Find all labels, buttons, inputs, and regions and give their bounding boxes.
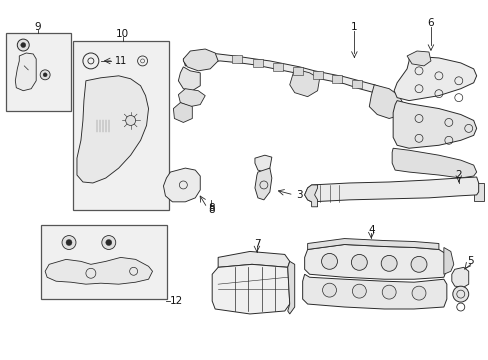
Polygon shape	[178, 67, 200, 91]
Polygon shape	[443, 247, 453, 274]
Polygon shape	[312, 71, 322, 79]
Polygon shape	[368, 85, 403, 118]
Text: 12: 12	[169, 296, 183, 306]
Bar	[73, 41, 169, 210]
Circle shape	[125, 116, 135, 125]
Polygon shape	[163, 168, 200, 202]
Polygon shape	[254, 168, 271, 200]
Text: 8: 8	[207, 203, 214, 213]
Text: 11: 11	[114, 56, 126, 66]
Polygon shape	[393, 56, 476, 100]
Circle shape	[105, 239, 112, 246]
Circle shape	[40, 70, 50, 80]
Text: 2: 2	[454, 170, 461, 180]
Text: 10: 10	[116, 29, 129, 39]
Polygon shape	[15, 53, 36, 91]
Text: 9: 9	[35, 22, 41, 32]
Polygon shape	[178, 89, 205, 107]
Text: 1: 1	[350, 22, 357, 32]
Circle shape	[322, 283, 336, 297]
Circle shape	[410, 256, 426, 272]
Bar	[96, 121, 112, 132]
Polygon shape	[183, 53, 388, 96]
Polygon shape	[254, 155, 271, 172]
Text: 4: 4	[367, 225, 374, 235]
Text: 6: 6	[427, 18, 433, 28]
Polygon shape	[352, 80, 362, 88]
Circle shape	[352, 284, 366, 298]
Bar	[41, 225, 167, 299]
Polygon shape	[45, 257, 152, 284]
Polygon shape	[392, 100, 476, 148]
Circle shape	[102, 235, 116, 249]
Polygon shape	[232, 55, 242, 63]
Polygon shape	[77, 76, 148, 183]
Polygon shape	[173, 103, 192, 122]
Circle shape	[382, 285, 395, 299]
Polygon shape	[292, 67, 302, 75]
Circle shape	[351, 255, 366, 270]
Circle shape	[66, 239, 72, 246]
Text: 3: 3	[296, 190, 303, 200]
Polygon shape	[307, 239, 438, 249]
Polygon shape	[183, 49, 218, 71]
Text: 5: 5	[467, 256, 473, 266]
Circle shape	[381, 255, 396, 271]
Polygon shape	[287, 261, 294, 314]
Bar	[473, 183, 483, 201]
Circle shape	[20, 42, 26, 48]
Polygon shape	[272, 63, 282, 71]
Polygon shape	[332, 75, 342, 83]
Polygon shape	[302, 274, 446, 309]
Polygon shape	[289, 69, 319, 96]
Circle shape	[452, 286, 468, 302]
Circle shape	[411, 286, 425, 300]
Text: 7: 7	[253, 239, 260, 249]
Polygon shape	[304, 244, 446, 279]
Polygon shape	[406, 51, 430, 66]
Polygon shape	[304, 177, 478, 202]
Circle shape	[62, 235, 76, 249]
Bar	[6, 33, 71, 111]
Polygon shape	[218, 251, 289, 267]
Polygon shape	[252, 59, 263, 67]
Polygon shape	[391, 148, 476, 178]
Circle shape	[43, 73, 47, 77]
Circle shape	[17, 39, 29, 51]
Text: 8: 8	[207, 205, 214, 215]
Polygon shape	[212, 264, 289, 314]
Polygon shape	[451, 267, 468, 287]
Polygon shape	[304, 185, 317, 207]
Circle shape	[321, 253, 337, 269]
